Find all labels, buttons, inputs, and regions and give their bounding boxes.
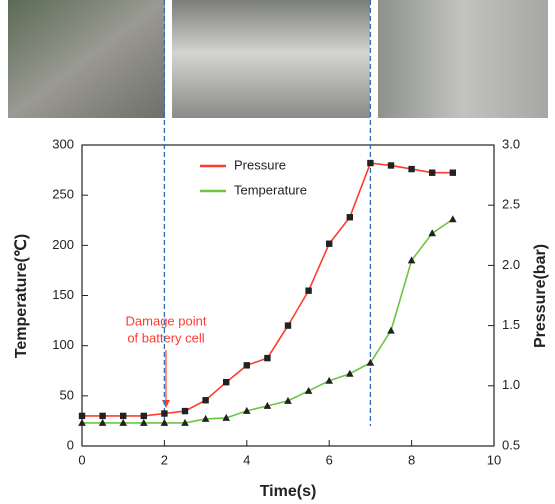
y2-tick-label: 1.0	[502, 377, 520, 392]
point	[305, 287, 311, 293]
y-tick-label: 50	[60, 387, 74, 402]
legend-label: Temperature	[234, 182, 307, 197]
point	[429, 169, 435, 175]
annotation-arrowhead	[162, 400, 170, 408]
point	[326, 241, 332, 247]
y-axis-title: Temperature(℃)	[13, 234, 30, 358]
x-tick-label: 4	[243, 452, 250, 467]
y2-tick-label: 1.5	[502, 317, 520, 332]
point	[388, 162, 394, 168]
y2-tick-label: 2.5	[502, 197, 520, 212]
x-tick-label: 10	[487, 452, 501, 467]
y-tick-label: 150	[52, 287, 74, 302]
point	[182, 408, 188, 414]
point	[161, 410, 167, 416]
point	[120, 413, 126, 419]
y-tick-label: 0	[67, 437, 74, 452]
x-tick-label: 6	[326, 452, 333, 467]
y-tick-label: 200	[52, 237, 74, 252]
point	[264, 355, 270, 361]
x-tick-label: 2	[161, 452, 168, 467]
point	[141, 413, 147, 419]
point	[79, 413, 85, 419]
series-line	[82, 163, 453, 416]
legend-label: Pressure	[234, 157, 286, 172]
x-tick-label: 8	[408, 452, 415, 467]
y-tick-label: 100	[52, 337, 74, 352]
photo	[8, 0, 165, 118]
point	[285, 322, 291, 328]
point	[367, 160, 373, 166]
point	[99, 413, 105, 419]
point	[387, 327, 395, 334]
x-tick-label: 0	[78, 452, 85, 467]
point	[347, 214, 353, 220]
x-axis-title: Time(s)	[260, 483, 317, 500]
point	[408, 166, 414, 172]
point	[449, 215, 457, 222]
y2-tick-label: 0.5	[502, 437, 520, 452]
y2-axis-title: Pressure(bar)	[532, 244, 549, 348]
point	[346, 370, 354, 377]
figure: Time(s) Temperature(℃) Pressure(bar) Dam…	[0, 0, 555, 504]
point	[223, 379, 229, 385]
photo	[172, 0, 370, 118]
y-tick-label: 300	[52, 136, 74, 151]
point	[450, 169, 456, 175]
annotation: Damage point	[126, 313, 207, 328]
y2-tick-label: 2.0	[502, 257, 520, 272]
y-tick-label: 250	[52, 187, 74, 202]
point	[244, 362, 250, 368]
photo	[378, 0, 548, 118]
annotation: of battery cell	[127, 330, 204, 345]
point	[428, 229, 436, 236]
y2-tick-label: 3.0	[502, 136, 520, 151]
point	[202, 397, 208, 403]
